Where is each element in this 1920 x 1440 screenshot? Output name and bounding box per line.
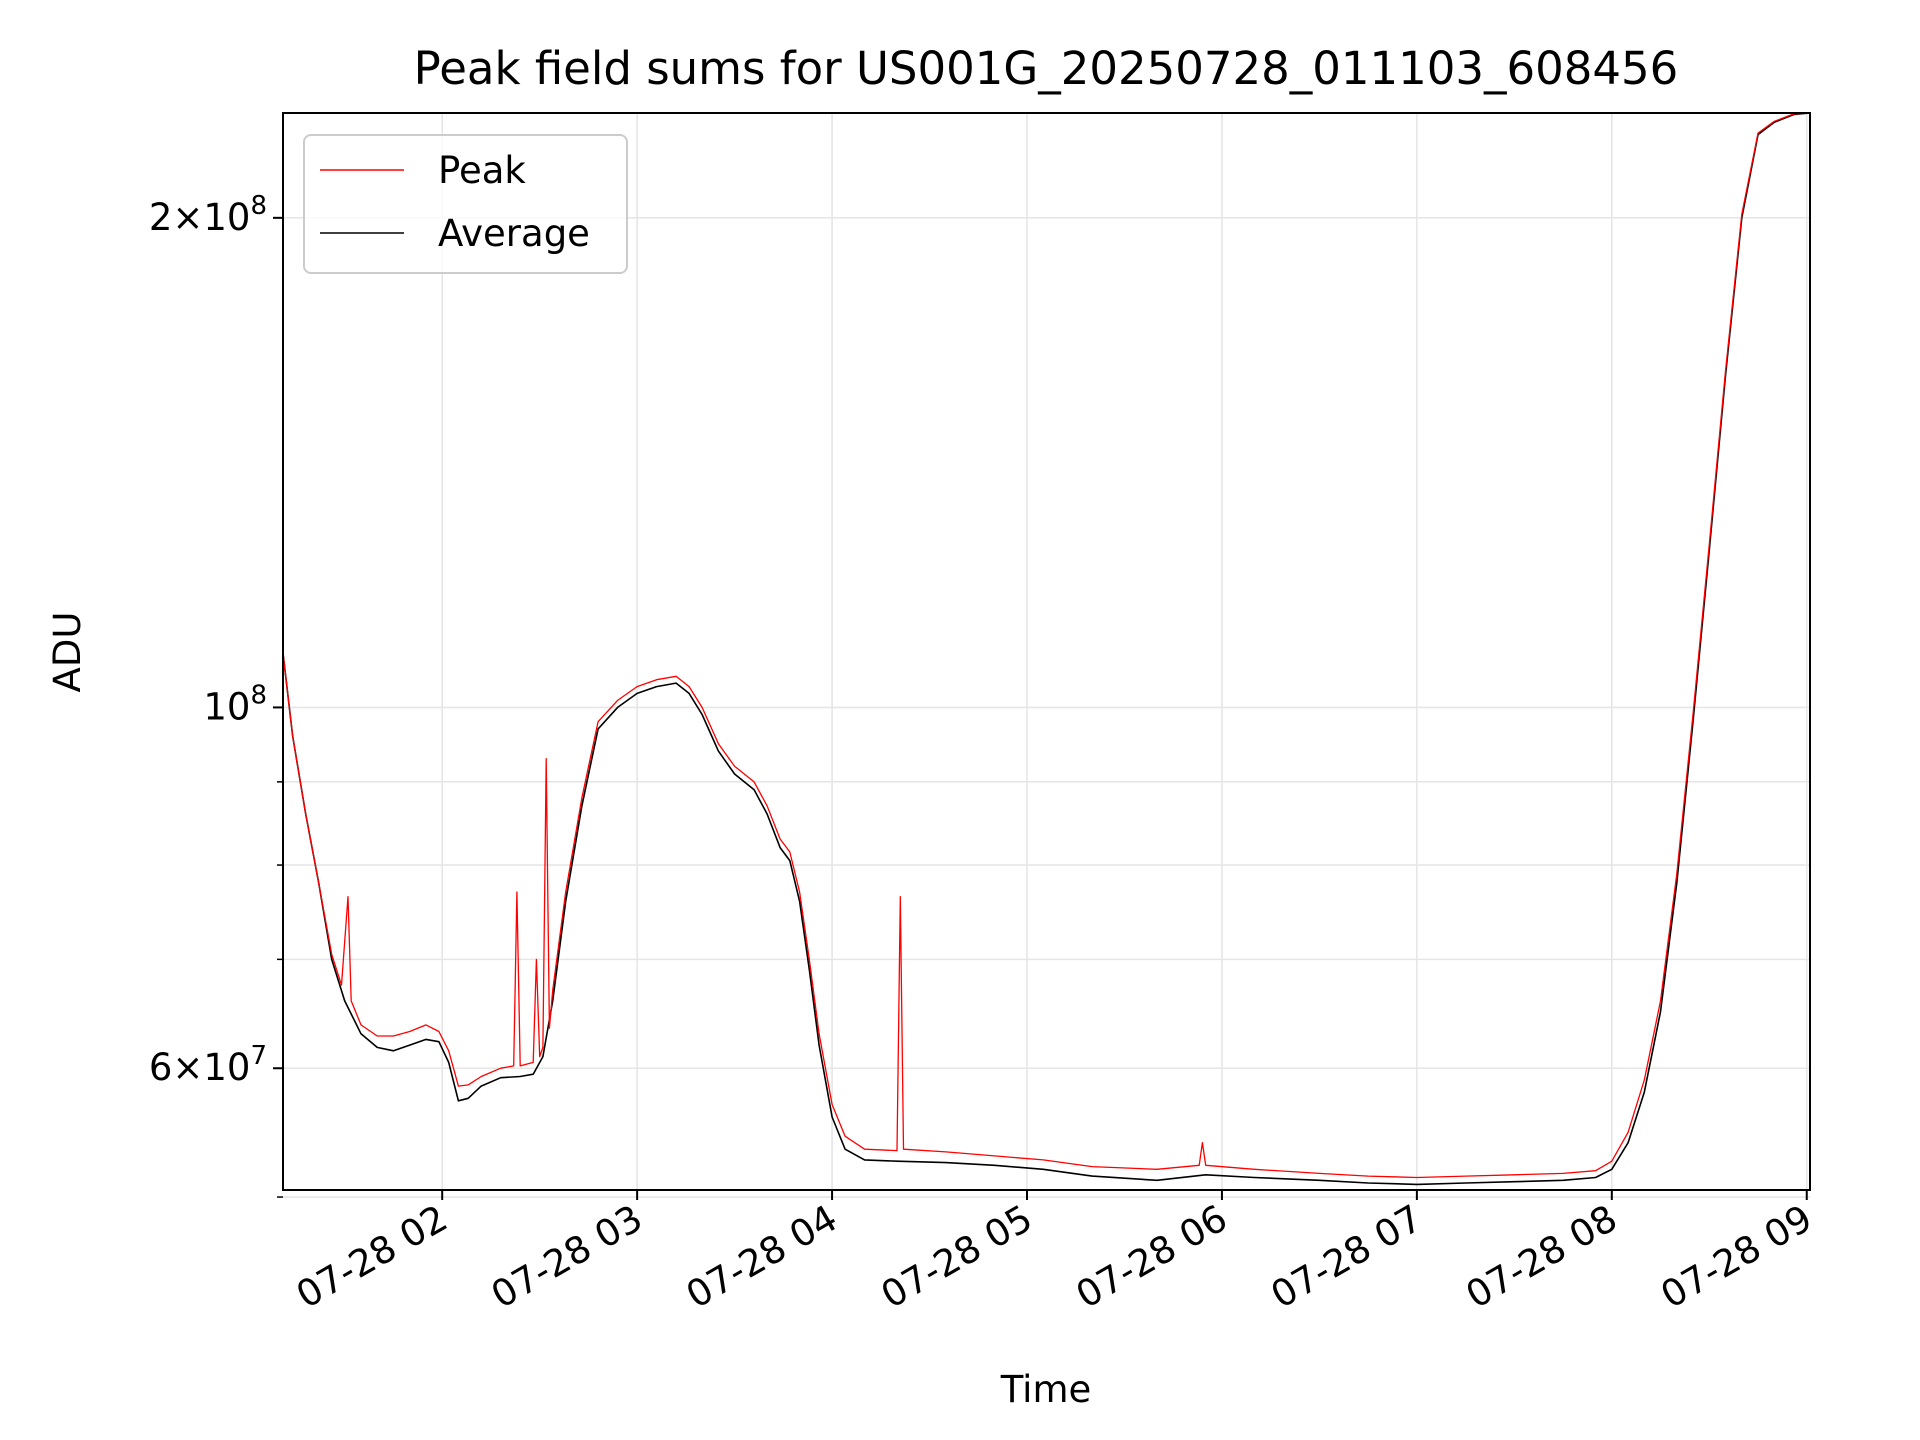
- series-line-peak: [282, 112, 1811, 1179]
- x-tick-label: 07-28 06: [1069, 1197, 1235, 1317]
- y-axis: 6×107 108 2×108: [149, 191, 283, 1198]
- x-tick-label: 07-28 04: [679, 1197, 845, 1317]
- x-tick-label: 07-28 08: [1459, 1197, 1625, 1317]
- y-tick-label: 108: [203, 680, 267, 728]
- legend-label-average: Average: [438, 212, 590, 255]
- y-tick-label: 6×107: [149, 1041, 267, 1089]
- y-axis-label: ADU: [46, 612, 89, 693]
- x-tick-label: 07-28 09: [1654, 1197, 1820, 1317]
- x-tick-label: 07-28 03: [484, 1197, 650, 1317]
- x-axis: 07-28 02 07-28 03 07-28 04 07-28 05 07-28 06…: [289, 1190, 1819, 1317]
- grid: [283, 113, 1810, 1198]
- plot-frame: [282, 112, 1811, 1191]
- legend: Peak Average: [303, 134, 628, 274]
- x-axis-label: Time: [1000, 1368, 1092, 1411]
- chart-title: Peak field sums for US001G_20250728_0111…: [414, 42, 1679, 95]
- x-tick-label: 07-28 07: [1264, 1197, 1430, 1317]
- x-tick-label: 07-28 02: [289, 1197, 455, 1317]
- x-tick-label: 07-28 05: [874, 1197, 1040, 1317]
- legend-label-peak: Peak: [438, 149, 526, 192]
- plot-lines: [282, 112, 1811, 1186]
- y-tick-label: 2×108: [149, 191, 267, 239]
- series-line-average: [282, 112, 1811, 1186]
